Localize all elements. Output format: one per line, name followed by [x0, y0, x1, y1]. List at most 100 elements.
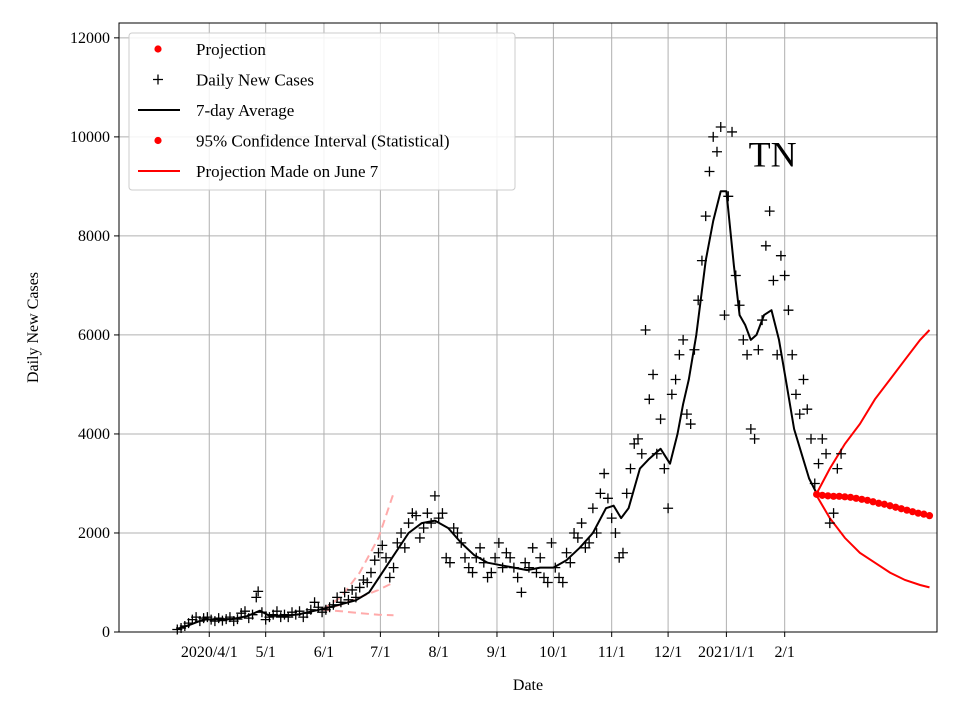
- projection-point: [863, 496, 872, 504]
- case-point: [369, 555, 380, 566]
- y-tick-label: 6000: [78, 327, 110, 344]
- case-point: [790, 389, 801, 400]
- case-point: [535, 552, 546, 563]
- legend-box: [128, 32, 516, 191]
- y-tick-label: 2000: [78, 525, 110, 542]
- case-point: [486, 567, 497, 578]
- case-point: [745, 424, 756, 434]
- projection-point: [903, 506, 911, 514]
- y-tick-label: 8000: [78, 228, 110, 245]
- projection-point: [841, 493, 849, 501]
- june7-line-upper: [321, 493, 395, 611]
- case-point: [392, 537, 403, 548]
- legend-label: 7-day Average: [196, 101, 294, 120]
- y-tick-label: 12000: [70, 30, 110, 47]
- case-point: [768, 275, 779, 286]
- projection-dots: [813, 490, 934, 520]
- case-point: [775, 250, 786, 261]
- case-point: [403, 518, 414, 529]
- x-tick-label: 8/1: [428, 644, 448, 661]
- case-point: [444, 557, 455, 568]
- case-point: [742, 349, 753, 360]
- legend-marker-dot: [154, 136, 162, 145]
- x-tick-label: 2/1: [774, 644, 794, 661]
- projection-point: [908, 508, 917, 516]
- x-tick-label: 12/1: [654, 644, 682, 661]
- case-point: [670, 374, 681, 385]
- legend-label: 95% Confidence Interval (Statistical): [196, 132, 450, 151]
- legend-label: Projection: [196, 40, 266, 59]
- case-point: [832, 463, 843, 474]
- x-ticks: 2020/4/1 5/1 6/1 7/1 8/1 9/1 10/1 11/1 12/1 2021/…: [181, 632, 795, 661]
- daily-cases: [172, 121, 847, 635]
- case-point: [388, 562, 399, 573]
- case-point: [685, 419, 696, 430]
- case-point: [595, 488, 606, 499]
- case-point: [711, 146, 722, 157]
- case-point: [523, 562, 534, 573]
- case-point: [411, 510, 422, 521]
- x-tick-label: 6/1: [314, 644, 334, 661]
- case-point: [681, 409, 692, 420]
- seven-day-average: [176, 190, 818, 630]
- legend-label: Daily New Cases: [196, 71, 314, 90]
- case-point: [700, 211, 711, 222]
- y-ticks: 0 2000 4000 6000 8000 10000 12000: [70, 30, 119, 641]
- projection-point: [925, 512, 934, 520]
- case-point: [527, 542, 538, 553]
- x-tick-label: 11/1: [598, 644, 626, 661]
- case-point: [418, 523, 429, 534]
- ci-lower-line: [815, 495, 930, 589]
- legend: Projection Daily New Cases 7-day Average 95…: [128, 32, 516, 191]
- case-point: [644, 394, 655, 405]
- case-point: [753, 344, 764, 355]
- case-point: [381, 552, 392, 563]
- case-point: [659, 463, 670, 474]
- case-point: [396, 527, 407, 538]
- projection-point: [869, 498, 877, 506]
- case-point: [490, 552, 501, 563]
- projection-point: [914, 509, 922, 517]
- case-point: [347, 584, 358, 595]
- legend-label: Projection Made on June 7: [196, 162, 379, 181]
- projection-point: [892, 503, 900, 511]
- y-tick-label: 4000: [78, 426, 110, 443]
- x-tick-label: 2020/4/1: [181, 644, 238, 661]
- case-point: [772, 349, 783, 360]
- case-point: [621, 488, 632, 499]
- case-point: [599, 468, 610, 479]
- case-point: [648, 369, 659, 380]
- case-point: [584, 537, 595, 548]
- case-point: [617, 547, 628, 558]
- projection-point: [846, 493, 855, 501]
- case-point: [505, 552, 516, 563]
- case-point: [422, 508, 433, 519]
- projection-point: [813, 490, 821, 498]
- case-point: [636, 448, 647, 459]
- case-point: [715, 121, 726, 132]
- case-point: [399, 542, 410, 553]
- case-point: [561, 547, 572, 558]
- case-point: [512, 572, 523, 583]
- case-point: [813, 458, 824, 469]
- projection-point: [818, 491, 826, 499]
- case-point: [452, 527, 463, 538]
- case-point: [817, 433, 828, 444]
- x-tick-label: 5/1: [255, 644, 275, 661]
- x-tick-label: 9/1: [487, 644, 507, 661]
- case-point: [426, 518, 437, 529]
- projection-point: [875, 499, 883, 507]
- projection-point: [897, 505, 905, 513]
- case-point: [663, 503, 674, 514]
- case-point: [779, 270, 790, 281]
- case-point: [625, 463, 636, 474]
- case-point: [655, 414, 666, 425]
- case-point: [377, 540, 388, 551]
- case-point: [666, 389, 677, 400]
- case-point: [821, 448, 832, 459]
- case-point: [354, 582, 365, 593]
- x-tick-label: 10/1: [539, 644, 567, 661]
- case-point: [828, 508, 839, 519]
- case-point: [704, 166, 715, 177]
